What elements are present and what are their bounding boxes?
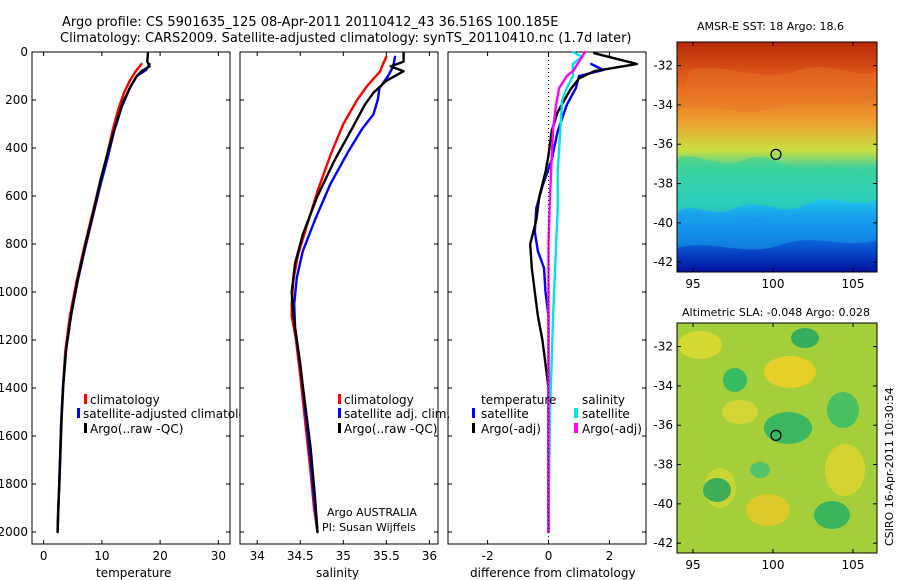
map-y-tick-label: -32: [653, 340, 673, 354]
y-tick-label: 200: [5, 93, 28, 107]
x-tick-label: 0: [40, 549, 48, 563]
y-tick-label: 1800: [0, 477, 28, 491]
series-layer: [56, 50, 639, 534]
map-x-tick-label: 105: [842, 277, 865, 291]
axes-layer: 0 10 20 30020040060080010001200140016001800…: [0, 45, 646, 563]
legend-title-temperature: temperature: [481, 393, 556, 407]
header-line-1: Argo profile: CS 5901635_125 08-Apr-2011…: [62, 15, 558, 30]
sla-map-frame: [676, 322, 878, 554]
legend-label-satellite-adjusted: satellite-adjusted climatology: [83, 407, 261, 421]
sst-argo-location-marker: [770, 148, 782, 160]
map-y-tick-label: -36: [653, 137, 673, 151]
sst-map-title: AMSR-E SST: 18 Argo: 18.6: [697, 20, 844, 33]
sla-axes: 95 100 105 -32 -34 -36 -38 -40 -42: [653, 323, 877, 572]
series-line-0-0: [56, 62, 143, 534]
y-tick-label: 1600: [0, 429, 28, 443]
map-x-tick-label: 95: [685, 558, 700, 572]
y-tick-label: 1000: [0, 285, 28, 299]
x-tick-label: 35.5: [373, 549, 400, 563]
y-tick-label: 800: [5, 237, 28, 251]
map-x-tick-label: 95: [685, 277, 700, 291]
map-x-tick-label: 100: [762, 558, 785, 572]
difference-legend: temperature salinity satellite Argo(-adj…: [472, 393, 642, 436]
legend-swatch-sal-argo: [574, 423, 578, 433]
series-line-2-0: [533, 62, 605, 534]
legend-swatch-argo: [338, 423, 341, 433]
legend-label-temp-satellite: satellite: [481, 407, 529, 421]
y-tick-label: 2000: [0, 525, 28, 539]
x-tick-label: 36: [422, 549, 437, 563]
y-tick-label: 400: [5, 141, 28, 155]
x-tick-label: 20: [152, 549, 167, 563]
map-y-tick-label: -34: [653, 379, 673, 393]
salinity-axis-label: salinity: [316, 566, 359, 580]
sla-map-title: Altimetric SLA: -0.048 Argo: 0.028: [682, 306, 870, 319]
legend-label-argo: Argo(..raw -QC): [344, 422, 437, 436]
x-tick-label: 10: [94, 549, 109, 563]
map-y-tick-label: -38: [653, 458, 673, 472]
argo-australia-annotation: Argo AUSTRALIA: [327, 506, 417, 519]
difference-axis-label: difference from climatology: [470, 566, 636, 580]
y-tick-label: 600: [5, 189, 28, 203]
x-tick-label: 0: [545, 549, 553, 563]
legend-label-sal-argo: Argo(-adj): [582, 422, 642, 436]
sst-heatmap: [677, 42, 877, 272]
salinity-panel-frame: [239, 51, 439, 545]
legend-swatch-sal-satellite: [574, 408, 578, 418]
legend-swatch-argo: [84, 423, 87, 433]
x-tick-label: 34: [250, 549, 265, 563]
map-y-tick-label: -42: [653, 255, 673, 269]
series-line-0-2: [56, 52, 151, 534]
legend-swatch-temp-argo: [472, 423, 475, 433]
legend-label-climatology: climatology: [344, 393, 414, 407]
legend-label-temp-argo: Argo(-adj): [481, 422, 541, 436]
legend-swatch-climatology: [338, 394, 341, 404]
y-tick-label: 1400: [0, 381, 28, 395]
pi-annotation: PI: Susan Wijffels: [322, 521, 416, 534]
series-line-0-1: [56, 62, 151, 534]
map-x-tick-label: 100: [762, 277, 785, 291]
sst-map-frame: [676, 41, 878, 273]
x-tick-label: 35: [336, 549, 351, 563]
y-tick-label: 0: [20, 45, 28, 59]
sla-argo-location-marker: [770, 429, 782, 441]
credit-label: CSIRO 16-Apr-2011 10:30:54: [883, 387, 896, 546]
x-tick-label: 34.5: [287, 549, 314, 563]
map-y-tick-label: -42: [653, 536, 673, 550]
legend-swatch-satellite-adj: [338, 408, 341, 418]
legend-label-climatology: climatology: [90, 393, 160, 407]
map-y-tick-label: -40: [653, 497, 673, 511]
map-x-tick-label: 105: [842, 558, 865, 572]
legend-label-argo: Argo(..raw -QC): [90, 422, 183, 436]
legend-swatch-satellite-adjusted: [77, 408, 80, 418]
map-y-tick-label: -40: [653, 216, 673, 230]
difference-panel-frame: [447, 51, 647, 545]
salinity-legend: climatology satellite adj. clim. Argo(..…: [338, 393, 450, 436]
y-tick-label: 1200: [0, 333, 28, 347]
header-line-2: Climatology: CARS2009. Satellite-adjuste…: [60, 31, 632, 46]
legend-swatch-climatology: [84, 394, 87, 404]
legend-title-salinity: salinity: [582, 393, 625, 407]
series-line-1-2: [290, 52, 405, 534]
x-tick-label: 30: [211, 549, 226, 563]
map-y-tick-label: -38: [653, 177, 673, 191]
map-y-tick-label: -34: [653, 98, 673, 112]
legend-swatch-temp-satellite: [472, 408, 475, 418]
temperature-legend: climatology satellite-adjusted climatolo…: [77, 393, 261, 436]
temperature-panel-frame: [31, 51, 231, 545]
map-y-tick-label: -32: [653, 59, 673, 73]
map-y-tick-label: -36: [653, 418, 673, 432]
temperature-axis-label: temperature: [96, 566, 171, 580]
legend-label-satellite-adj: satellite adj. clim.: [344, 407, 450, 421]
series-line-1-0: [290, 55, 388, 534]
x-tick-label: -2: [482, 549, 494, 563]
sla-heatmap: [677, 323, 877, 553]
sst-axes: 95 100 105 -32 -34 -36 -38 -40 -42: [653, 42, 877, 291]
x-tick-label: 2: [606, 549, 614, 563]
legend-label-sal-satellite: satellite: [582, 407, 630, 421]
